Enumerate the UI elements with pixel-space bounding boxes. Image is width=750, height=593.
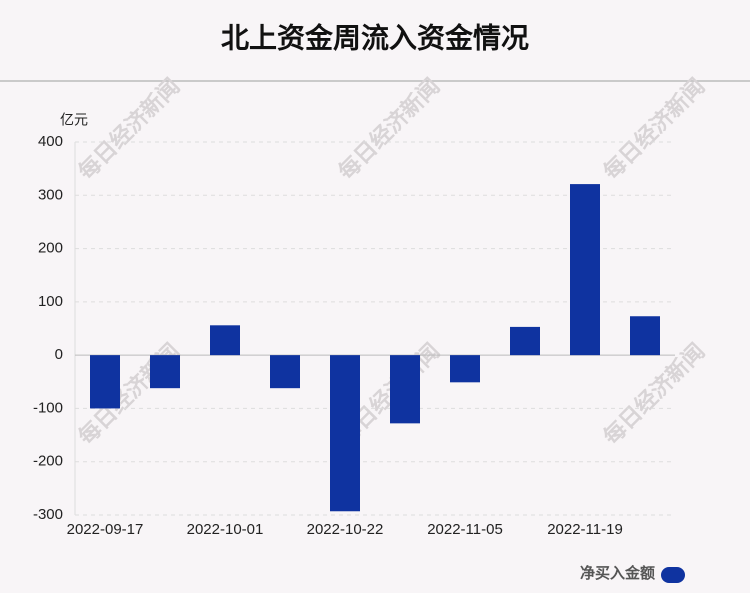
- y-tick-label: 300: [38, 186, 63, 203]
- bar: [570, 184, 600, 356]
- y-tick-label: -100: [33, 399, 63, 416]
- bar: [90, 355, 120, 409]
- x-tick-label: 2022-11-19: [547, 521, 623, 538]
- y-tick-label: 0: [55, 346, 63, 363]
- bar: [330, 355, 360, 512]
- bar: [210, 325, 240, 356]
- bar: [630, 316, 660, 356]
- y-unit: 亿元: [60, 112, 88, 128]
- x-tick-label: 2022-10-22: [307, 521, 384, 538]
- legend-label: 净买入金额: [580, 564, 655, 582]
- y-tick-label: 400: [38, 133, 63, 150]
- bar: [150, 355, 180, 389]
- y-tick-label: -200: [33, 453, 63, 470]
- y-tick-label: -300: [33, 506, 63, 523]
- chart-title: 北上资金周流入资金情况: [221, 21, 529, 53]
- x-tick-label: 2022-09-17: [67, 521, 144, 538]
- bar: [270, 355, 300, 389]
- bar: [450, 355, 480, 383]
- x-tick-label: 2022-11-05: [427, 521, 503, 538]
- x-tick-label: 2022-10-01: [187, 521, 264, 538]
- legend-swatch: [661, 567, 685, 583]
- y-tick-label: 100: [38, 293, 63, 310]
- y-tick-label: 200: [38, 240, 63, 257]
- bar: [510, 326, 540, 356]
- bar: [390, 355, 420, 424]
